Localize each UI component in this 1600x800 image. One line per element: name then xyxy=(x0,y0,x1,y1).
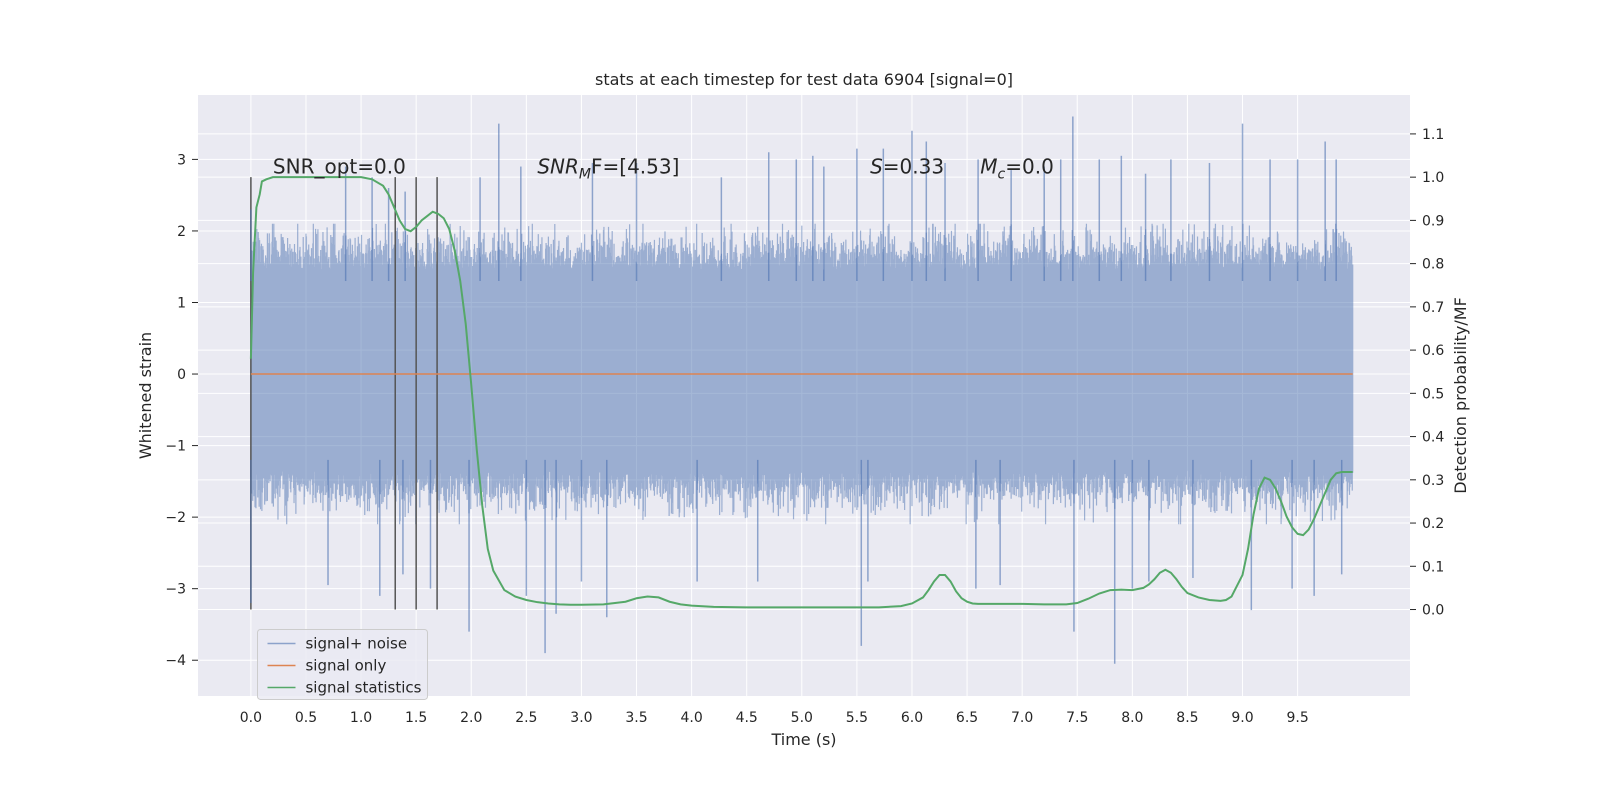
y-tick-label-left: 2 xyxy=(177,224,186,240)
annotation-s-italic: S xyxy=(870,155,883,179)
y-tick-label-right: 0.3 xyxy=(1422,473,1444,489)
annotation-snr-mf-sub: M xyxy=(579,167,591,183)
annotation-s: S=0.33 xyxy=(870,155,944,179)
y-tick-label-left: −1 xyxy=(165,439,186,455)
x-tick-label: 3.0 xyxy=(570,710,592,726)
plot-content xyxy=(249,116,1354,664)
x-tick-label: 8.5 xyxy=(1176,710,1198,726)
y-tick-label-right: 1.0 xyxy=(1422,170,1444,186)
y-tick-label-right: 0.6 xyxy=(1422,343,1444,359)
x-tick-label: 5.5 xyxy=(846,710,868,726)
y-axis-label-left: Whitened strain xyxy=(136,332,155,459)
x-tick-label: 9.5 xyxy=(1286,710,1308,726)
y-tick-label-left: −3 xyxy=(165,582,186,598)
annotation-s-rest: =0.33 xyxy=(883,155,944,179)
x-tick-label: 1.5 xyxy=(405,710,427,726)
legend-label-signal-noise: signal+ noise xyxy=(305,634,407,652)
x-tick-label: 7.5 xyxy=(1066,710,1088,726)
x-tick-label: 2.0 xyxy=(460,710,482,726)
annotation-snr-mf-italic: SNR xyxy=(537,155,579,179)
x-tick-label: 1.0 xyxy=(350,710,372,726)
annotation-mc-italic: M xyxy=(980,155,997,179)
x-tick-label: 4.0 xyxy=(680,710,702,726)
y-tick-label-left: 3 xyxy=(177,152,186,168)
x-tick-label: 7.0 xyxy=(1011,710,1033,726)
y-tick-label-left: 0 xyxy=(177,367,186,383)
signal-noise-line xyxy=(250,223,1354,525)
chart-title: stats at each timestep for test data 690… xyxy=(595,70,1013,89)
annotation-mc: Mc=0.0 xyxy=(980,155,1054,183)
y-tick-label-right: 1.1 xyxy=(1422,127,1444,143)
annotation-snr-mf-rest: F=[4.53] xyxy=(591,155,679,179)
x-tick-label: 6.0 xyxy=(901,710,923,726)
legend-label-signal-only: signal only xyxy=(305,656,386,674)
signal-statistics-line xyxy=(249,176,1353,609)
data-layer xyxy=(249,116,1354,664)
y-tick-label-right: 0.4 xyxy=(1422,430,1444,446)
y-tick-label-right: 0.7 xyxy=(1422,300,1444,316)
y-tick-label-right: 0.0 xyxy=(1422,603,1444,619)
y-tick-label-left: −4 xyxy=(165,653,186,669)
y-tick-label-right: 0.5 xyxy=(1422,386,1444,402)
x-tick-label: 3.5 xyxy=(625,710,647,726)
x-axis-label: Time (s) xyxy=(770,730,836,749)
annotation-snr-mf: SNRMF=[4.53] xyxy=(537,155,679,183)
y-tick-label-right: 0.8 xyxy=(1422,257,1444,273)
x-tick-label: 5.0 xyxy=(791,710,813,726)
y-tick-label-left: 1 xyxy=(177,295,186,311)
x-tick-label: 0.5 xyxy=(295,710,317,726)
x-tick-label: 6.5 xyxy=(956,710,978,726)
y-tick-label-left: −2 xyxy=(165,510,186,526)
annotation-mc-rest: =0.0 xyxy=(1005,155,1054,179)
x-tick-label: 4.5 xyxy=(736,710,758,726)
y-tick-label-right: 0.1 xyxy=(1422,559,1444,575)
y-tick-label-right: 0.9 xyxy=(1422,213,1444,229)
annotation-snr-opt: SNR_opt=0.0 xyxy=(273,155,406,179)
legend-label-signal-statistics: signal statistics xyxy=(305,678,421,696)
y-axis-label-right: Detection probability/MF xyxy=(1451,297,1470,494)
annotation-mc-sub: c xyxy=(998,167,1006,183)
x-tick-label: 8.0 xyxy=(1121,710,1143,726)
legend-box xyxy=(256,628,428,700)
ticks: 0.0 0.5 1.0 1.5 2.0 2.5 3.0 3.5 4.0 4.5 5.0 5.5 6.0 6… xyxy=(165,127,1444,726)
y-tick-label-right: 0.2 xyxy=(1422,516,1444,532)
legend: signal+ noise signal only signal statist… xyxy=(256,628,428,700)
x-tick-label: 9.0 xyxy=(1231,710,1253,726)
x-tick-label: 0.0 xyxy=(240,710,262,726)
x-tick-label: 2.5 xyxy=(515,710,537,726)
